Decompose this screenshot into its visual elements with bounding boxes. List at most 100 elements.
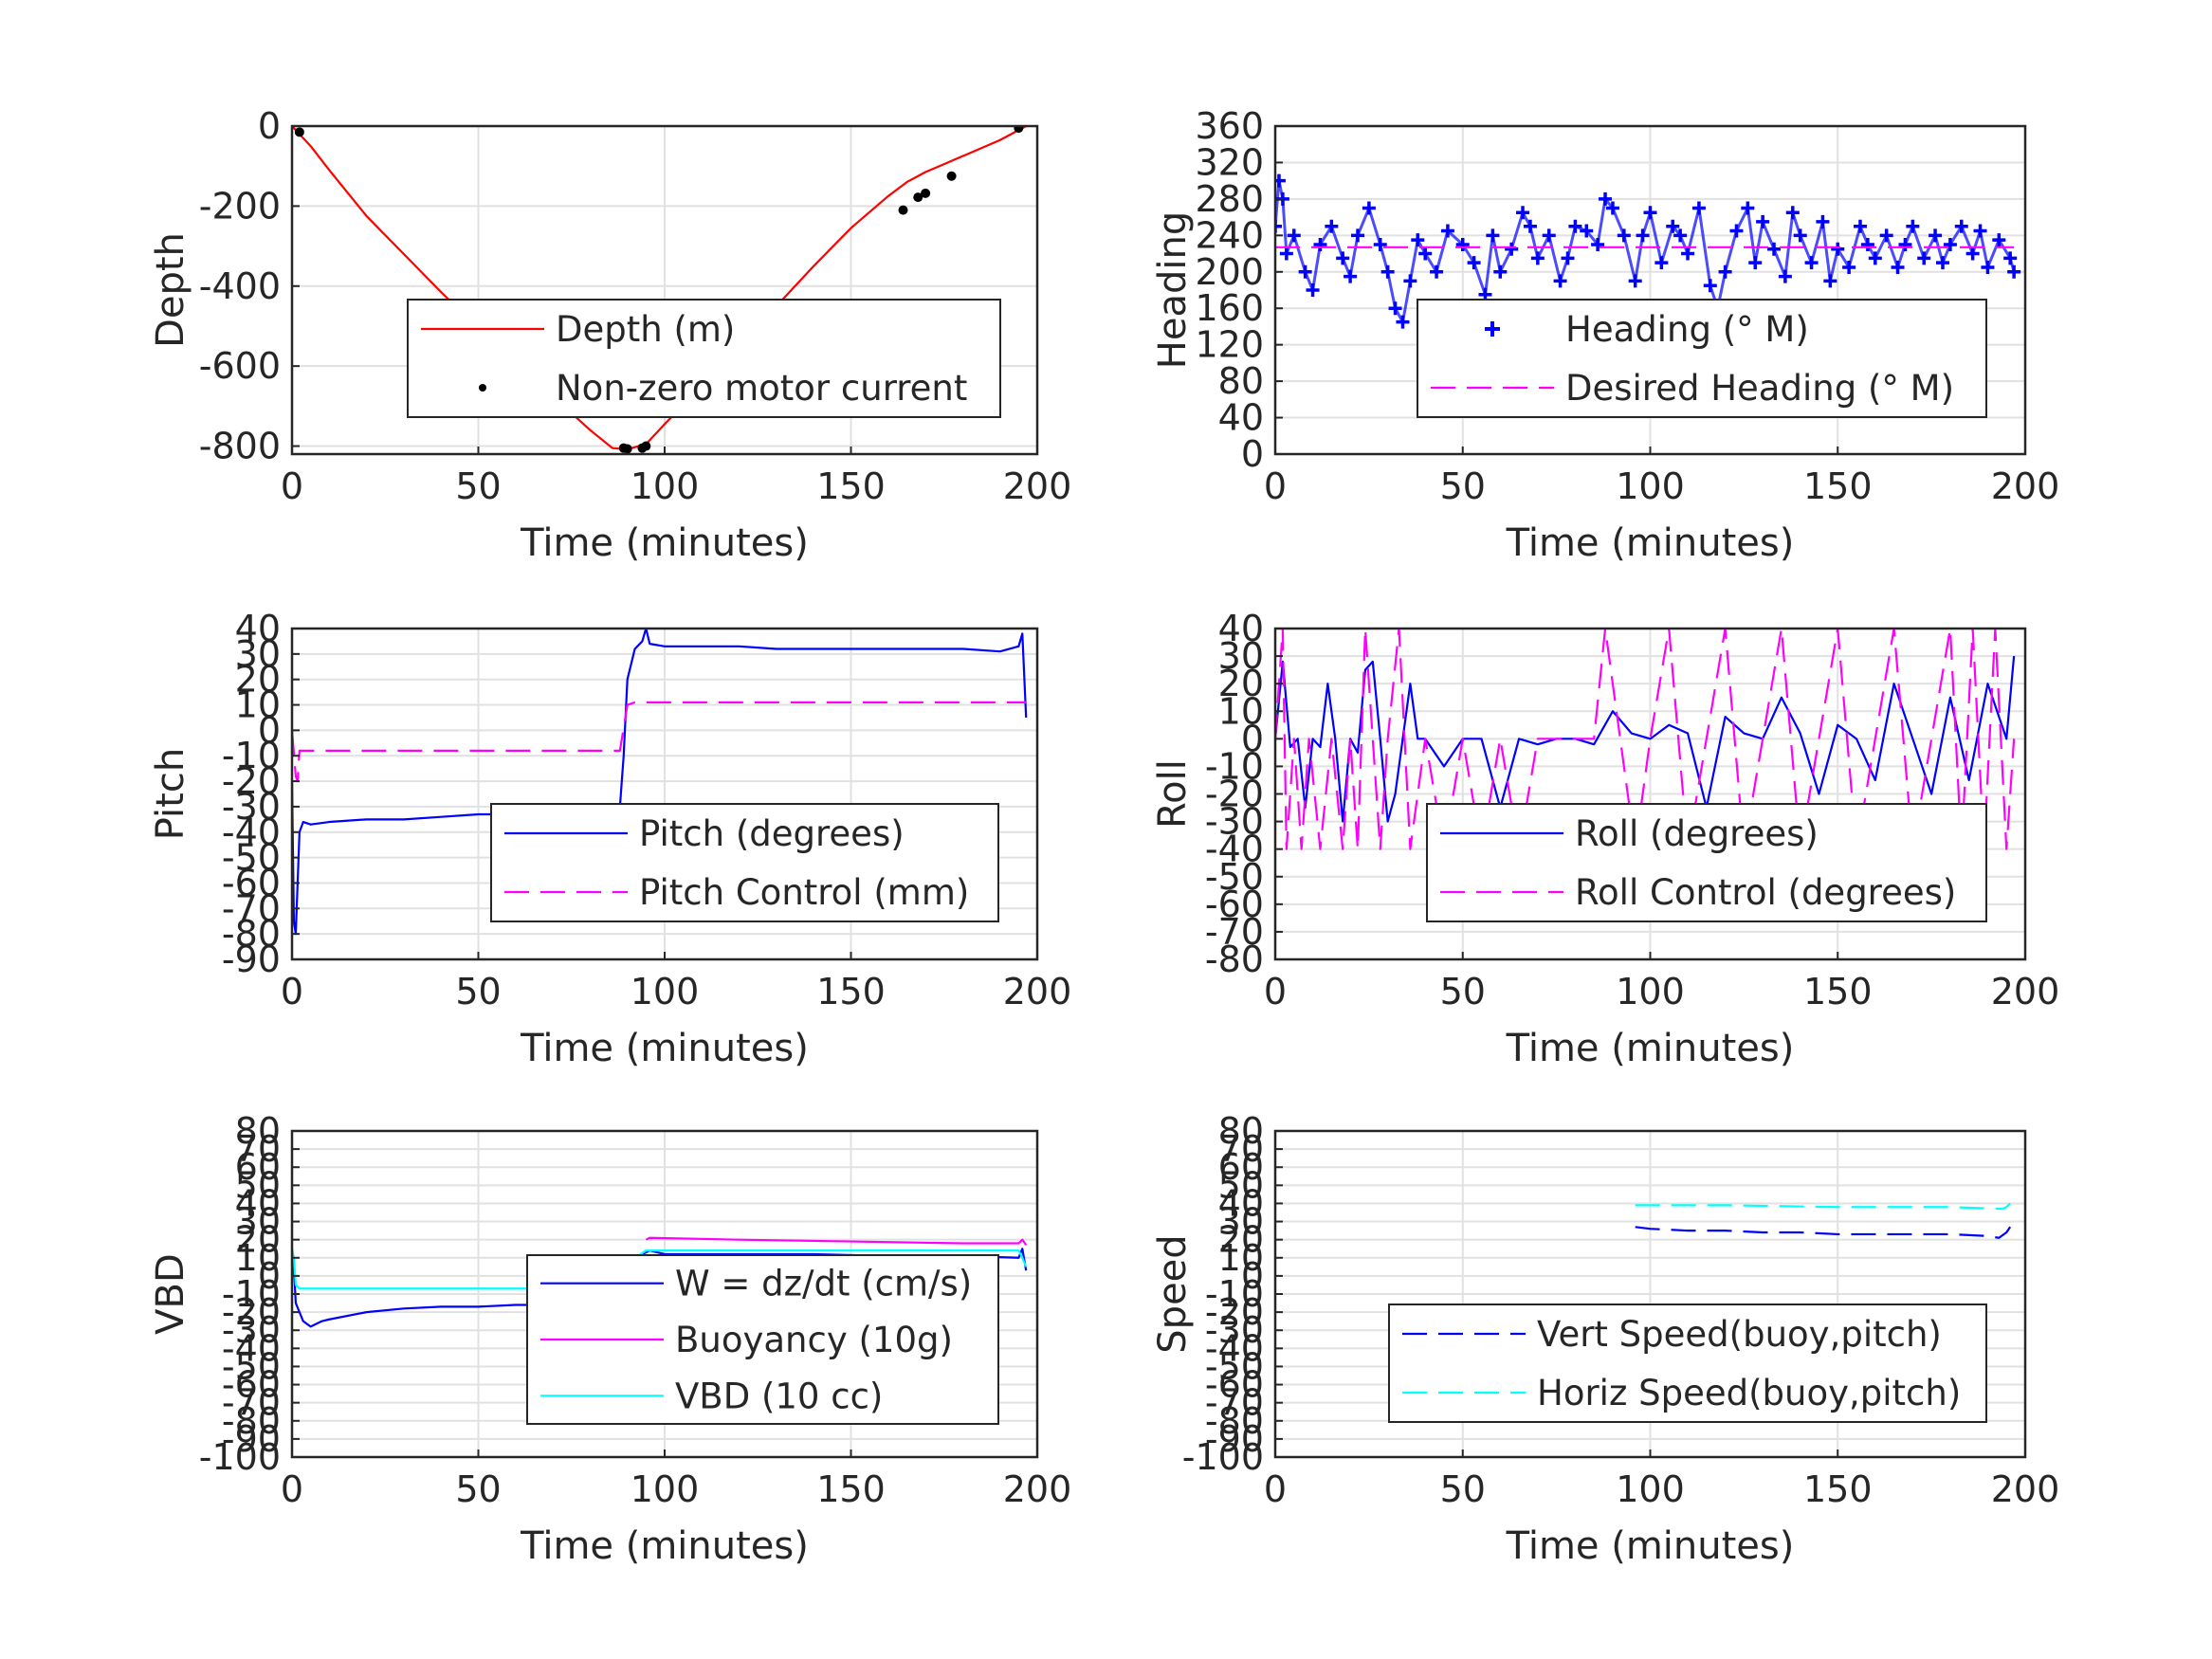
pitch-xtick-label: 50 — [455, 971, 501, 1012]
depth-chart: 0 50 100 150 200 0 -200 -400 -600 -800 Time (minut… — [149, 105, 1071, 565]
speed-xtick-label: 200 — [1991, 1468, 2060, 1510]
heading-series-group — [1275, 173, 2021, 329]
pitch-xtick-label: 100 — [631, 971, 700, 1012]
pitch-ytick-label: 0 — [258, 709, 281, 751]
speed-xtick-label: 150 — [1803, 1468, 1873, 1510]
depth-legend-depth-m-label: Depth (m) — [556, 309, 735, 350]
pitch-ytick-label: -40 — [222, 811, 281, 853]
depth-ylabel: Depth — [149, 232, 192, 348]
pitch-ytick-label: 10 — [235, 684, 281, 726]
roll-xtick-label: 150 — [1803, 971, 1873, 1012]
vbd-xtick-label: 0 — [281, 1468, 303, 1510]
depth-xtick-label: 0 — [281, 465, 303, 507]
vbd-ytick-label: -40 — [222, 1327, 281, 1369]
heading-ytick-label: 280 — [1195, 178, 1264, 220]
heading-ylabel: Heading — [1151, 211, 1195, 369]
depth-series-non-zero-motor-current-point — [898, 205, 908, 215]
vbd-ytick-label: 30 — [235, 1201, 281, 1243]
vbd-ytick-label: -100 — [199, 1436, 281, 1478]
speed-ytick-label: 10 — [1218, 1237, 1264, 1279]
roll-ytick-label: -70 — [1205, 911, 1264, 953]
heading-series-heading-m-trace — [1275, 180, 2016, 327]
pitch-ytick-label: -30 — [222, 786, 281, 828]
speed-ytick-label: 40 — [1218, 1182, 1264, 1224]
depth-legend-non-zero-motor-current-label: Non-zero motor current — [556, 368, 967, 409]
speed-ylabel: Speed — [1151, 1234, 1195, 1353]
vbd-ylabel: VBD — [149, 1253, 192, 1335]
roll-ytick-label: -40 — [1205, 829, 1264, 870]
vbd-ytick-label: -60 — [222, 1364, 281, 1406]
vbd-xlabel: Time (minutes) — [520, 1524, 809, 1568]
heading-legend: Heading (° M) Desired Heading (° M) — [1417, 299, 1987, 418]
vbd-legend-w-dz-dt-cm-s-label: W = dz/dt (cm/s) — [675, 1264, 972, 1304]
pitch-chart: 0 50 100 150 200403020100-10-20-30-40-50-60-… — [149, 608, 1071, 1070]
vbd-legend-vbd-10-cc-label: VBD (10 cc) — [675, 1376, 883, 1416]
roll-legend-roll-degrees-label: Roll (degrees) — [1575, 813, 1819, 854]
heading-xtick-label: 100 — [1616, 465, 1685, 507]
roll-ytick-label: -60 — [1205, 884, 1264, 925]
depth-series-non-zero-motor-current-point — [641, 441, 651, 451]
speed-ytick-label: -20 — [1205, 1291, 1264, 1333]
pitch-legend-pitch-degrees-label: Pitch (degrees) — [639, 813, 905, 854]
heading-xtick-label: 200 — [1991, 465, 2060, 507]
vbd-series-buoyancy-10g — [645, 1236, 1028, 1247]
depth-legend-non-zero-motor-current-swatch — [479, 384, 486, 392]
vbd-ytick-label: 80 — [235, 1110, 281, 1152]
depth-ytick-label: -400 — [199, 265, 281, 307]
roll-ytick-label: 10 — [1218, 690, 1264, 732]
roll-legend-box — [1426, 803, 1987, 922]
roll-xtick-label: 0 — [1264, 971, 1287, 1012]
heading-ytick-label: 160 — [1195, 287, 1264, 329]
heading-ytick-label: 240 — [1195, 214, 1264, 256]
speed-ytick-label: 30 — [1218, 1201, 1264, 1243]
vbd-ytick-label: 40 — [235, 1182, 281, 1224]
pitch-ytick-label: -60 — [222, 862, 281, 903]
heading-legend-heading-m-label: Heading (° M) — [1565, 309, 1809, 350]
pitch-ytick-label: 20 — [235, 659, 281, 701]
roll-series-roll-degrees — [1275, 655, 2016, 823]
roll-xtick-label: 200 — [1991, 971, 2060, 1012]
vbd-ytick-label: 0 — [258, 1255, 281, 1297]
depth-xtick-label: 200 — [1003, 465, 1072, 507]
speed-ytick-label: -100 — [1182, 1436, 1264, 1478]
depth-ytick-label: 0 — [258, 105, 281, 147]
vbd-ytick-label: 10 — [235, 1237, 281, 1279]
speed-xlabel: Time (minutes) — [1506, 1524, 1795, 1568]
speed-series-horiz-speed-buoy-pitch — [1635, 1202, 2011, 1211]
speed-legend: Vert Speed(buoy,pitch) Horiz Speed(buoy,p… — [1388, 1304, 1987, 1423]
speed-ytick-label: -50 — [1205, 1345, 1264, 1387]
vbd-ytick-label: -80 — [222, 1400, 281, 1442]
depth-xtick-label: 150 — [816, 465, 886, 507]
speed-ytick-label: -70 — [1205, 1382, 1264, 1424]
vbd-xtick-label: 200 — [1003, 1468, 1072, 1510]
pitch-xtick-label: 150 — [816, 971, 886, 1012]
speed-ytick-label: -10 — [1205, 1273, 1264, 1315]
heading-ytick-label: 200 — [1195, 251, 1264, 293]
roll-ytick-label: -20 — [1205, 774, 1264, 815]
heading-ytick-label: 0 — [1241, 433, 1264, 475]
heading-ytick-label: 40 — [1218, 397, 1264, 439]
speed-ytick-label: -90 — [1205, 1418, 1264, 1460]
vbd-xtick-label: 50 — [455, 1468, 501, 1510]
vbd-ytick-label: -10 — [222, 1273, 281, 1315]
speed-series-vert-speed-buoy-pitch — [1635, 1226, 2012, 1239]
speed-ytick-label: -80 — [1205, 1400, 1264, 1442]
roll-legend-roll-control-degrees-label: Roll Control (degrees) — [1575, 872, 1956, 913]
vbd-ytick-label: -50 — [222, 1345, 281, 1387]
pitch-ytick-label: -70 — [222, 887, 281, 929]
vbd-ytick-label: 70 — [235, 1128, 281, 1170]
depth-ytick-label: -200 — [199, 185, 281, 227]
depth-legend-box — [407, 299, 1001, 418]
depth-series-non-zero-motor-current-point — [913, 192, 923, 203]
pitch-ytick-label: 40 — [235, 608, 281, 649]
depth-series-non-zero-motor-current-point — [622, 444, 632, 454]
speed-xtick-label: 50 — [1440, 1468, 1486, 1510]
pitch-ytick-label: -50 — [222, 837, 281, 879]
vbd-ytick-label: 60 — [235, 1146, 281, 1188]
speed-ytick-label: 60 — [1218, 1146, 1264, 1188]
depth-ytick-label: -800 — [199, 426, 281, 467]
heading-legend-heading-m-swatch — [1485, 321, 1500, 337]
roll-xlabel: Time (minutes) — [1506, 1027, 1795, 1070]
pitch-xtick-label: 200 — [1003, 971, 1072, 1012]
heading-xtick-label: 150 — [1803, 465, 1873, 507]
